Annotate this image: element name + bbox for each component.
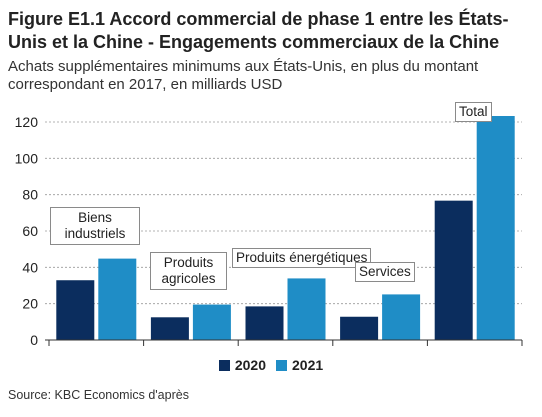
y-tick-label-0: 0 xyxy=(30,332,38,348)
legend-item-2021: 2021 xyxy=(276,357,323,373)
category-label-produits-agricoles: Produits agricoles xyxy=(150,252,227,290)
legend-label-2021: 2021 xyxy=(292,357,324,373)
y-tick-label-100: 100 xyxy=(15,150,39,166)
x-axis xyxy=(45,339,523,346)
bar-2021-services xyxy=(382,294,421,340)
y-tick-label-20: 20 xyxy=(22,296,38,312)
bar-2020-services xyxy=(340,316,379,340)
chart-title: Figure E1.1 Accord commercial de phase 1… xyxy=(8,9,509,52)
category-label-services: Services xyxy=(355,262,415,282)
bar-2020-total xyxy=(434,200,473,340)
bar-2021-biens-industriels xyxy=(98,258,137,340)
bar-2020-biens-industriels xyxy=(56,280,95,340)
bars xyxy=(56,116,515,340)
category-label-biens-industriels: Biens industriels xyxy=(50,207,140,245)
y-axis-labels: 0 20 40 60 80 100 120 xyxy=(15,114,39,348)
bar-2021-produits-agricoles xyxy=(192,304,231,340)
y-tick-label-80: 80 xyxy=(22,187,38,203)
legend-swatch-2021 xyxy=(276,359,287,371)
category-label-total: Total xyxy=(455,102,492,122)
bar-2021-produits-energetiques xyxy=(287,278,326,340)
bar-2020-produits-energetiques xyxy=(245,306,284,340)
chart-subtitle: Achats supplémentaires minimums aux État… xyxy=(8,58,479,93)
y-tick-label-60: 60 xyxy=(22,223,38,239)
source-note: Source: KBC Economics d'après xyxy=(8,388,189,402)
legend-item-2020: 2020 xyxy=(218,357,266,373)
legend-label-2020: 2020 xyxy=(234,357,266,373)
y-tick-label-40: 40 xyxy=(22,259,38,275)
legend: 2020 2021 xyxy=(0,357,542,373)
bar-2020-produits-agricoles xyxy=(150,317,189,340)
y-tick-label-120: 120 xyxy=(15,114,39,130)
category-label-produits-energetiques: Produits énergétiques xyxy=(232,248,372,268)
legend-swatch-2020 xyxy=(218,359,230,371)
bar-2021-total xyxy=(476,116,515,340)
